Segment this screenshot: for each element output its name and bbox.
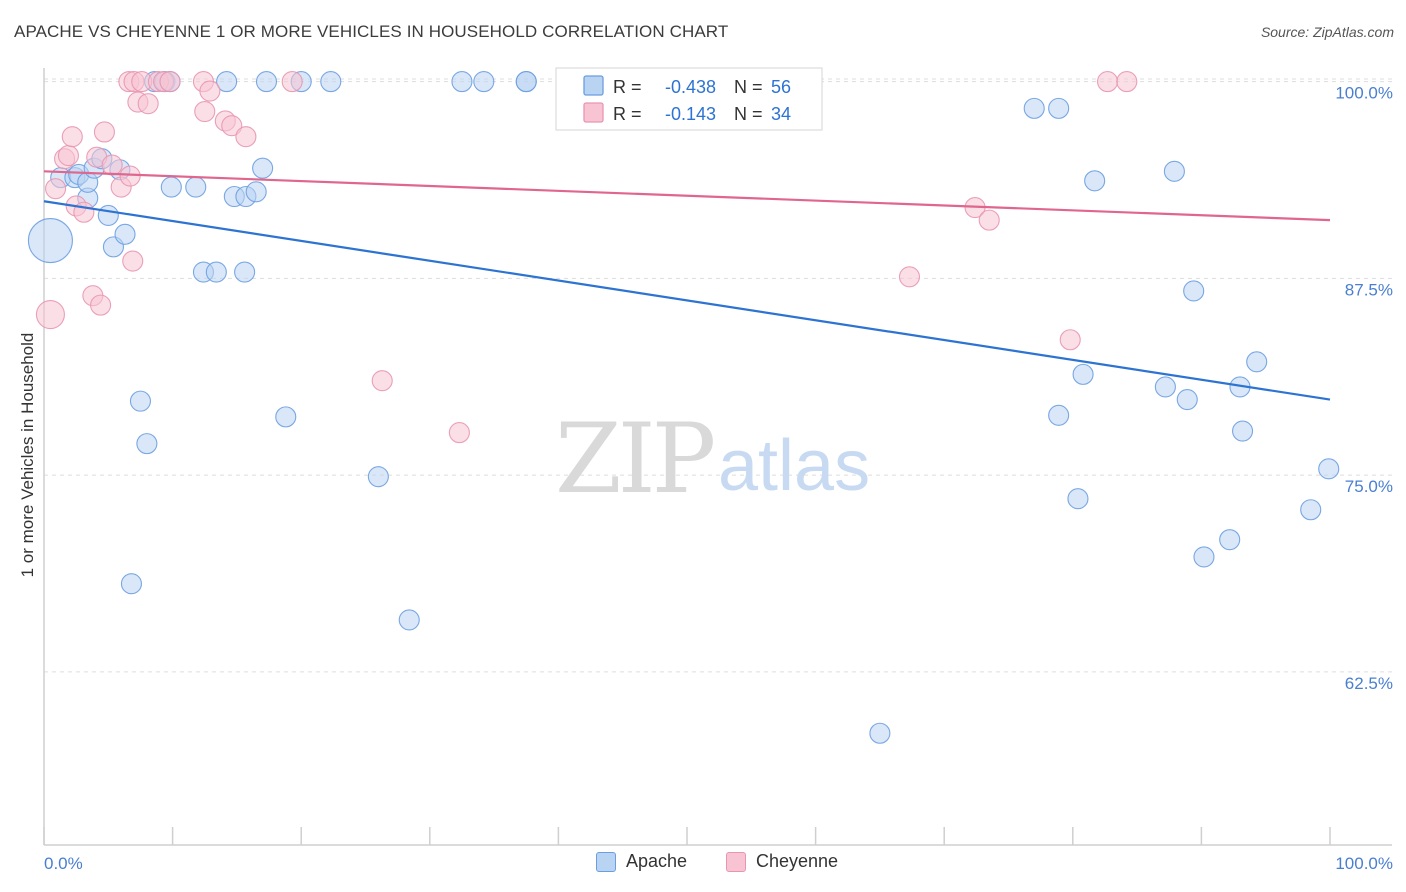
apache-point [97,204,119,226]
apache-point [27,218,73,264]
trend-lines [43,170,1331,401]
apache-point [114,223,136,245]
legend-item-cheyenne[interactable]: Cheyenne [726,851,838,872]
watermark-atlas: atlas [718,426,870,506]
stats-n-value: 34 [771,104,791,124]
apache-point [205,261,227,283]
apache-point [1023,97,1045,119]
apache-point [160,176,182,198]
apache-point [1300,499,1322,521]
apache-trend-line [43,200,1331,401]
apache-point [1246,351,1268,373]
cheyenne-point [61,126,83,148]
cheyenne-point [35,300,65,330]
stats-r-label: R = [613,77,642,97]
apache-point [1232,420,1254,442]
legend-label-cheyenne: Cheyenne [756,851,839,871]
apache-point [320,71,342,93]
apache-point [869,722,891,744]
apache-point [1176,389,1198,411]
y-tick-label: 87.5% [1345,280,1393,299]
cheyenne-trend-line [43,170,1331,222]
axes: 100.0% 87.5% 75.0% 62.5% 0.0% 100.0% [43,68,1393,873]
apache-point [136,433,158,455]
cheyenne-point [1059,329,1081,351]
apache-point [1219,529,1241,551]
apache-point [1048,97,1070,119]
stats-n-label: N = [734,77,763,97]
cheyenne-point [45,178,67,200]
cheyenne-point [159,71,181,93]
y-tick-label: 62.5% [1345,674,1393,693]
apache-point [1072,363,1094,385]
apache-point [1318,458,1340,480]
stats-legend-box: R = -0.438 N = 56 R = -0.143 N = 34 [555,67,823,131]
apache-point [1048,404,1070,426]
data-points [27,71,1340,744]
cheyenne-point [122,250,144,272]
y-tick-label: 75.0% [1345,477,1393,496]
apache-point [367,466,389,488]
stats-r-value: -0.143 [665,104,716,124]
watermark: ZIP atlas [555,403,870,515]
apache-point [398,609,420,631]
cheyenne-point [235,126,257,148]
apache-point [252,157,274,179]
cheyenne-point [281,71,303,93]
legend: Apache Cheyenne [0,851,1406,881]
y-tick-label: 100.0% [1335,84,1393,103]
apache-stats-swatch [583,75,604,96]
cheyenne-point [1116,71,1138,93]
watermark-zip: ZIP [555,403,714,515]
apache-point [1183,280,1205,302]
cheyenne-point [199,80,221,102]
cheyenne-point [93,121,115,143]
chart-title: APACHE VS CHEYENNE 1 OR MORE VEHICLES IN… [14,22,729,41]
stats-n-value: 56 [771,77,791,97]
x-tick-label-min: 0.0% [44,854,83,873]
cheyenne-point [371,370,393,392]
cheyenne-stats-swatch [583,102,604,123]
apache-point [1163,160,1185,182]
cheyenne-point [898,266,921,288]
cheyenne-point [1096,71,1119,93]
cheyenne-point [978,209,1000,231]
apache-swatch [596,851,616,872]
cheyenne-swatch [726,851,746,872]
apache-point [473,71,495,93]
apache-point [1084,170,1106,192]
cheyenne-point [137,93,159,115]
apache-point [451,71,473,93]
cheyenne-point [119,165,141,187]
apache-point [245,181,267,203]
apache-point [185,176,207,198]
stats-n-label: N = [734,104,763,124]
source-label: Source: ZipAtlas.com [1260,24,1394,40]
apache-point [1067,488,1089,510]
x-tick-label-max: 100.0% [1335,854,1393,873]
cheyenne-point [101,154,123,176]
apache-point [515,71,537,93]
apache-point [120,573,142,595]
apache-point [1154,376,1176,398]
cheyenne-point [448,422,470,444]
apache-point [234,261,256,283]
cheyenne-point [194,100,216,123]
legend-label-apache: Apache [626,851,688,871]
gridlines [44,78,1392,673]
cheyenne-point [221,115,243,137]
stats-r-value: -0.438 [665,77,716,97]
cheyenne-point [90,294,112,316]
cheyenne-point [57,145,79,167]
apache-point [129,390,151,412]
apache-point [275,406,297,428]
apache-point [1193,546,1215,568]
stats-r-label: R = [613,104,642,124]
legend-item-apache[interactable]: Apache [596,851,687,872]
apache-point [216,71,238,93]
apache-point [255,71,278,93]
